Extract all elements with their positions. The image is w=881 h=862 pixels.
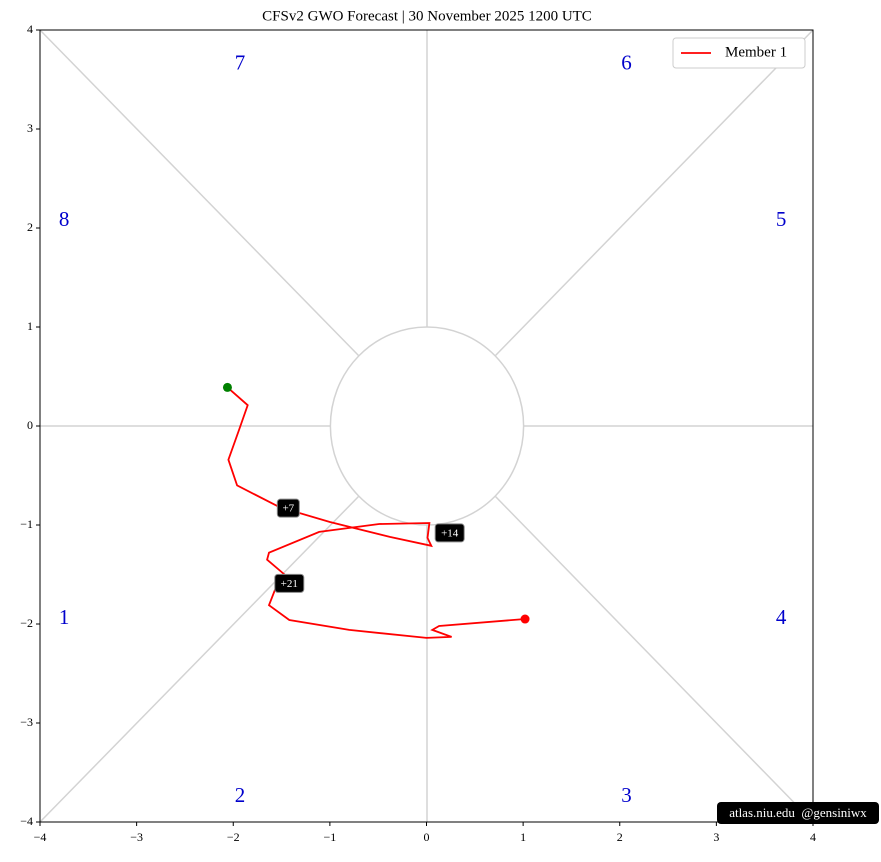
x-tick-label: −4 bbox=[34, 830, 47, 844]
y-tick-label: −1 bbox=[20, 517, 33, 531]
start-marker bbox=[222, 382, 232, 392]
x-tick-label: −1 bbox=[323, 830, 336, 844]
watermark-box bbox=[717, 802, 879, 824]
x-tick-label: 0 bbox=[424, 830, 430, 844]
y-tick-label: 0 bbox=[27, 418, 33, 432]
y-tick-label: −3 bbox=[20, 715, 33, 729]
unit-circle bbox=[329, 326, 525, 526]
phase-label: 2 bbox=[235, 783, 246, 807]
y-tick-label: 1 bbox=[27, 319, 33, 333]
guide-line bbox=[39, 495, 360, 823]
trajectory-line bbox=[226, 386, 526, 639]
annotation-text: +7 bbox=[282, 503, 294, 515]
phase-label: 4 bbox=[776, 605, 787, 629]
y-tick-label: 2 bbox=[27, 220, 33, 234]
watermark-text: atlas.niu.edu @gensiniwx bbox=[729, 805, 867, 820]
watermark: atlas.niu.edu @gensiniwx bbox=[717, 802, 879, 824]
x-tick-label: −2 bbox=[227, 830, 240, 844]
legend-box bbox=[672, 37, 806, 69]
day-annotation: +21 bbox=[274, 573, 305, 593]
phase-label: 8 bbox=[59, 207, 70, 231]
phase-guides bbox=[39, 29, 814, 823]
phase-label: 6 bbox=[621, 50, 632, 74]
day-annotation: +7 bbox=[276, 498, 300, 518]
phase-label: 7 bbox=[235, 50, 246, 74]
annotation-text: +14 bbox=[441, 527, 459, 539]
legend: Member 1 bbox=[672, 37, 806, 69]
annotation-text: +21 bbox=[281, 578, 298, 590]
day-annotation: +14 bbox=[434, 523, 465, 543]
phase-label: 1 bbox=[59, 605, 70, 629]
x-tick-label: 3 bbox=[713, 830, 719, 844]
guide-line bbox=[494, 29, 814, 357]
y-tick-label: 4 bbox=[27, 22, 33, 36]
phase-label: 3 bbox=[621, 783, 632, 807]
x-tick-label: 2 bbox=[617, 830, 623, 844]
x-tick-label: 4 bbox=[810, 830, 816, 844]
phase-label: 5 bbox=[776, 207, 787, 231]
y-tick-label: −2 bbox=[20, 616, 33, 630]
guide-line bbox=[494, 495, 814, 823]
annotation-box bbox=[274, 573, 305, 593]
y-tick-label: 3 bbox=[27, 121, 33, 135]
legend-label: Member 1 bbox=[725, 44, 787, 60]
x-tick-label: −3 bbox=[130, 830, 143, 844]
annotation-box bbox=[434, 523, 465, 543]
chart-title: CFSv2 GWO Forecast | 30 November 2025 12… bbox=[262, 8, 592, 24]
guide-line bbox=[39, 29, 360, 357]
x-tick-label: 1 bbox=[520, 830, 526, 844]
annotation-box bbox=[276, 498, 300, 518]
end-marker bbox=[520, 614, 530, 624]
y-tick-label: −4 bbox=[20, 814, 33, 828]
